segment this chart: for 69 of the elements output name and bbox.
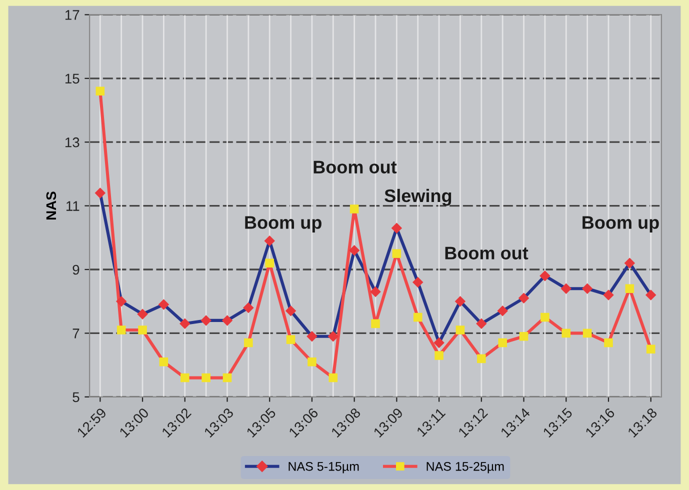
point bbox=[518, 292, 530, 304]
point bbox=[540, 312, 550, 322]
point bbox=[456, 326, 465, 334]
point bbox=[603, 290, 614, 300]
point bbox=[582, 283, 593, 294]
point bbox=[138, 326, 147, 334]
point bbox=[477, 354, 486, 364]
point bbox=[328, 331, 339, 342]
point bbox=[476, 318, 487, 330]
point bbox=[392, 249, 402, 258]
y-tick-label: 15 bbox=[65, 74, 80, 84]
point bbox=[497, 306, 508, 316]
y-tick-label: 11 bbox=[66, 201, 80, 211]
point bbox=[94, 188, 106, 198]
point bbox=[244, 338, 253, 348]
point bbox=[222, 315, 233, 326]
point bbox=[582, 328, 592, 338]
point bbox=[412, 276, 424, 288]
annotation: Boom up bbox=[245, 216, 322, 232]
point bbox=[285, 306, 296, 316]
annotation: Boom out bbox=[314, 160, 397, 174]
point bbox=[286, 335, 296, 344]
point bbox=[498, 338, 507, 348]
point bbox=[159, 357, 168, 366]
point bbox=[624, 258, 636, 269]
point bbox=[434, 337, 444, 348]
point bbox=[434, 351, 444, 360]
point bbox=[328, 373, 338, 382]
y-tick-label: 13 bbox=[65, 137, 80, 148]
point bbox=[371, 319, 380, 328]
point bbox=[308, 357, 316, 366]
y-tick-label: 5 bbox=[72, 392, 80, 402]
point bbox=[180, 373, 190, 382]
point bbox=[264, 235, 275, 246]
point bbox=[645, 290, 656, 300]
point bbox=[604, 338, 613, 348]
point bbox=[350, 204, 359, 214]
point bbox=[519, 332, 528, 341]
point bbox=[116, 326, 126, 334]
point bbox=[348, 245, 360, 256]
point bbox=[243, 302, 254, 314]
y-tick-label: 9 bbox=[72, 264, 80, 275]
point bbox=[180, 318, 190, 330]
annotation: Boom out bbox=[445, 246, 528, 260]
point bbox=[540, 270, 550, 282]
point bbox=[370, 286, 381, 298]
y-tick-label: 17 bbox=[65, 10, 80, 20]
point bbox=[202, 373, 210, 382]
annotation: Slewing bbox=[384, 188, 452, 206]
point bbox=[200, 315, 212, 326]
legend-label: NAS 5-15µm bbox=[288, 462, 359, 474]
point bbox=[222, 373, 232, 382]
point bbox=[116, 296, 127, 307]
point bbox=[560, 283, 572, 294]
point bbox=[391, 222, 402, 234]
annotation: Boom up bbox=[582, 216, 659, 232]
point bbox=[158, 299, 170, 310]
point bbox=[646, 344, 656, 354]
y-axis-title: NAS bbox=[46, 192, 56, 220]
y-tick-label: 7 bbox=[72, 328, 80, 338]
point bbox=[562, 328, 571, 338]
point bbox=[306, 331, 318, 342]
point bbox=[454, 296, 466, 307]
point bbox=[625, 284, 634, 293]
point bbox=[265, 258, 274, 268]
point bbox=[96, 86, 105, 96]
point bbox=[137, 308, 148, 320]
legend-label: NAS 15-25µm bbox=[426, 462, 504, 474]
point bbox=[413, 312, 422, 322]
